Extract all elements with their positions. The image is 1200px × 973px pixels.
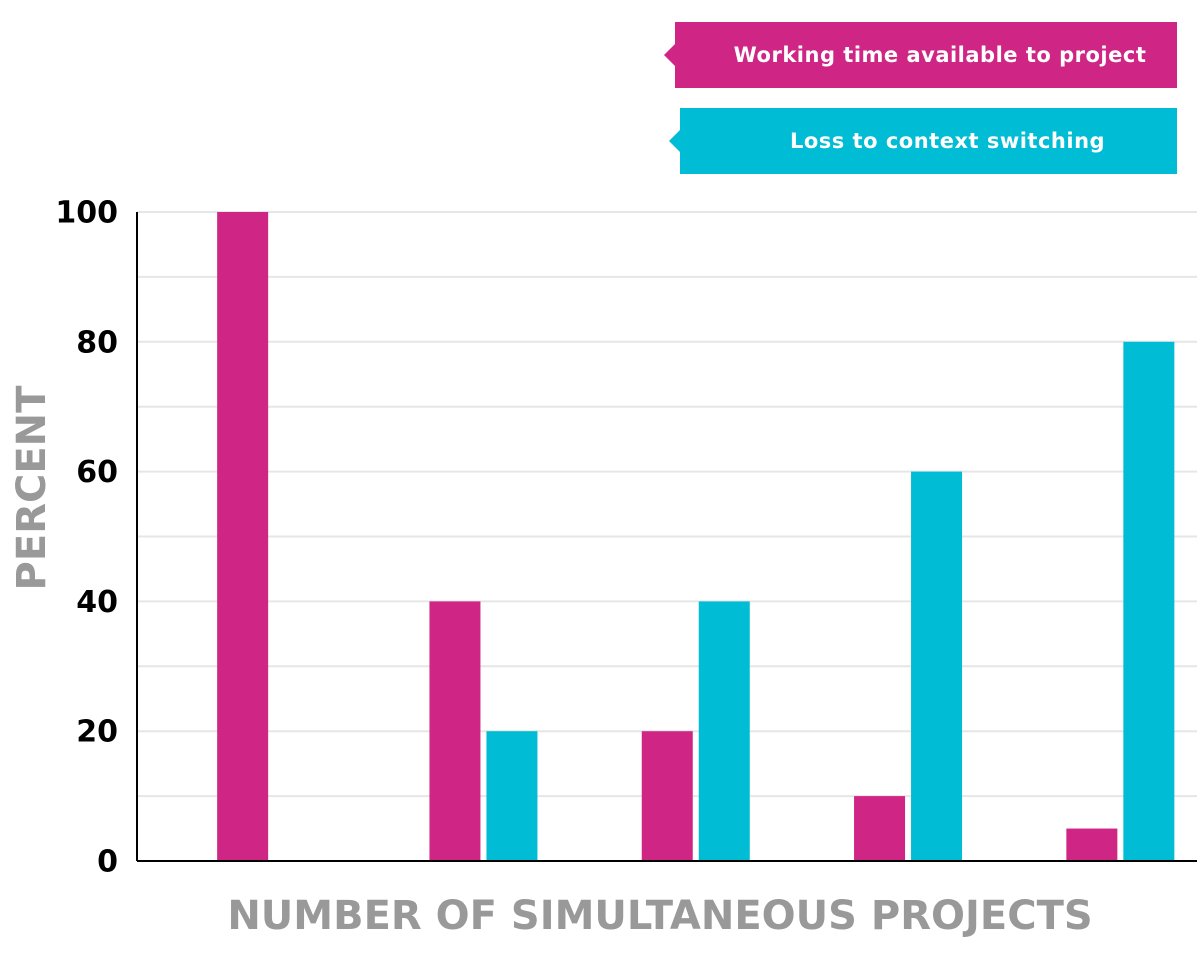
bar [854,796,906,861]
bar [429,601,481,861]
legend-label: Loss to context switching [790,129,1105,153]
bar [911,471,963,861]
bar [1123,341,1175,861]
bar [641,731,693,861]
y-tick-label: 20 [76,715,118,750]
y-tick-label: 40 [76,585,118,620]
bar [698,601,750,861]
x-axis-label: NUMBER OF SIMULTANEOUS PROJECTS [227,893,1092,939]
y-tick-label: 0 [97,845,118,880]
y-axis-label: PERCENT [9,385,55,591]
y-tick-label: 60 [76,455,118,490]
bar [1066,828,1118,861]
bar [217,212,269,861]
legend-swatch [664,22,1177,88]
y-tick-label: 100 [55,196,118,231]
bar [486,731,538,861]
legend-swatch [669,108,1177,174]
legend-label: Working time available to project [734,43,1147,67]
y-tick-label: 80 [76,325,118,360]
